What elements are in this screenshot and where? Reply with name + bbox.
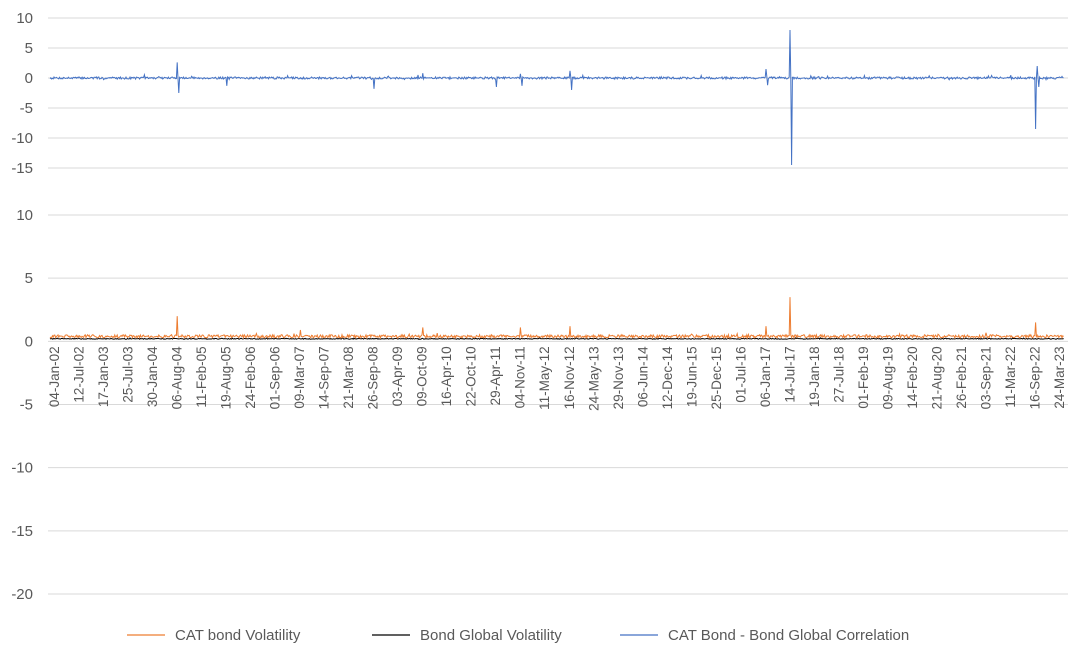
x-tick-label: 17-Jan-03 [96,346,111,407]
legend-label: Bond Global Volatility [420,627,562,644]
top-y-tick-label: -15 [11,160,33,177]
top-y-tick-label: -5 [20,100,33,117]
x-tick-label: 16-Apr-10 [439,346,454,406]
x-tick-label: 14-Feb-20 [905,346,920,408]
x-tick-label: 06-Aug-04 [170,346,185,410]
x-tick-label: 24-May-13 [586,346,601,411]
x-tick-label: 22-Oct-10 [464,346,479,406]
x-tick-label: 14-Sep-07 [317,346,332,409]
x-tick-label: 06-Jun-14 [635,346,650,407]
x-tick-label: 03-Apr-09 [390,346,405,406]
x-tick-label: 25-Jul-03 [121,346,136,402]
bottom-y-tick-label: -5 [20,397,33,414]
x-tick-label: 25-Dec-15 [709,346,724,409]
x-tick-label: 27-Jul-18 [831,346,846,402]
x-tick-label: 19-Jan-18 [807,346,822,407]
bottom-y-tick-label: -15 [11,523,33,540]
x-tick-label: 24-Feb-06 [243,346,258,408]
x-tick-label: 21-Aug-20 [929,346,944,409]
top-y-tick-label: 0 [25,70,33,87]
bottom-y-tick-label: 5 [25,270,33,287]
x-tick-label: 11-Mar-22 [1003,346,1018,407]
x-tick-label: 29-Apr-11 [488,346,503,405]
series-line-cat-bond-volatility [49,297,1064,340]
x-tick-label: 29-Nov-13 [611,346,626,409]
x-tick-label: 21-Mar-08 [341,346,356,408]
x-tick-label: 30-Jan-04 [145,346,160,407]
x-tick-label: 19-Jun-15 [684,346,699,407]
legend-label: CAT bond Volatility [175,627,301,644]
top-y-tick-label: 10 [16,10,33,27]
bottom-y-tick-label: 0 [25,333,33,350]
legend-label: CAT Bond - Bond Global Correlation [668,627,909,644]
x-tick-label: 11-May-12 [537,346,552,410]
bottom-y-tick-label: -10 [11,460,33,477]
x-tick-label: 03-Sep-21 [978,346,993,409]
x-tick-label: 09-Oct-09 [415,346,430,406]
x-tick-label: 16-Sep-22 [1027,346,1042,409]
x-tick-label: 14-Jul-17 [782,346,797,402]
x-tick-label: 19-Aug-05 [219,346,234,409]
x-tick-label: 06-Jan-17 [758,346,773,407]
series-line-correlation [49,29,1064,166]
bottom-y-tick-label: -20 [11,586,33,603]
top-y-tick-label: 5 [25,40,33,57]
bottom-y-tick-label: 10 [16,207,33,224]
series-line-bond-global-volatility [49,337,1064,340]
top-y-tick-label: -10 [11,130,33,147]
x-tick-label: 24-Mar-23 [1052,346,1067,408]
x-tick-label: 12-Dec-14 [660,346,675,410]
chart-legend: CAT bond Volatility Bond Global Volatilit… [127,627,909,644]
x-tick-label: 04-Nov-11 [513,346,528,408]
x-tick-label: 09-Aug-19 [880,346,895,409]
x-tick-label: 09-Mar-07 [292,346,307,408]
x-tick-label: 01-Jul-16 [733,346,748,402]
x-tick-label: 26-Sep-08 [366,346,381,409]
x-tick-label: 01-Sep-06 [268,346,283,409]
x-tick-label: 04-Jan-02 [47,346,62,407]
x-tick-label: 16-Nov-12 [562,346,577,409]
x-tick-label: 26-Feb-21 [954,346,969,408]
x-tick-label: 12-Jul-02 [72,346,87,402]
x-tick-label: 01-Feb-19 [856,346,871,408]
x-tick-label: 11-Feb-05 [194,346,209,407]
